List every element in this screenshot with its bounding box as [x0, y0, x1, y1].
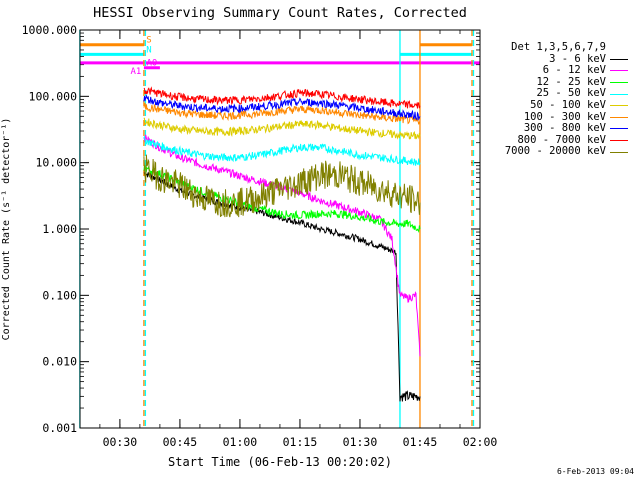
series-line-3 — [143, 136, 421, 166]
legend-swatch — [610, 105, 628, 107]
legend-label: 300 - 800 keV — [523, 122, 606, 135]
series-line-4 — [143, 117, 421, 140]
series-line-7 — [143, 86, 421, 109]
legend-swatch — [610, 82, 628, 84]
x-axis-label: Start Time (06-Feb-13 00:20:02) — [168, 455, 392, 469]
timestamp: 6-Feb-2013 09:04 — [556, 467, 634, 476]
x-tick-label: 01:00 — [223, 435, 258, 449]
legend-item: 800 - 7000 keV — [478, 133, 628, 147]
flag-label-s: S — [146, 36, 151, 46]
legend-label: 25 - 50 keV — [536, 87, 606, 100]
legend-item: 12 - 25 keV — [478, 75, 628, 89]
legend-item: 50 - 100 keV — [478, 98, 628, 112]
legend-item: 6 - 12 keV — [478, 65, 628, 77]
legend-label: 3 - 6 keV — [549, 52, 606, 65]
legend-item: 300 - 800 keV — [478, 123, 628, 135]
flag-label-a0: A0 — [146, 59, 157, 69]
legend-swatch — [610, 58, 628, 60]
flag-label-a1: A1 — [130, 67, 141, 77]
y-tick-label: 1000.000 — [22, 23, 77, 37]
legend-label: 12 - 25 keV — [536, 75, 606, 88]
legend-rows: 3 - 6 keV 6 - 12 keV 12 - 25 keV 25 - 50 ke… — [478, 52, 628, 158]
legend-label: 6 - 12 keV — [542, 64, 606, 77]
series-line-6 — [143, 94, 421, 121]
series-line-5 — [143, 102, 421, 125]
x-tick-label: 00:30 — [103, 435, 138, 449]
series-line-8 — [143, 154, 421, 218]
x-tick-label: 01:15 — [283, 435, 318, 449]
chart-title: HESSI Observing Summary Count Rates, Cor… — [93, 5, 467, 21]
legend-swatch — [610, 93, 628, 95]
y-tick-label: 0.001 — [42, 421, 77, 435]
y-tick-label: 10.000 — [35, 156, 77, 170]
y-tick-label: 100.000 — [29, 89, 78, 103]
legend-title: Det 1,3,5,6,7,9 — [511, 41, 606, 53]
x-tick-label: 02:00 — [463, 435, 498, 449]
legend-item: 3 - 6 keV — [478, 52, 628, 66]
series-line-0 — [143, 172, 421, 402]
x-tick-label: 01:30 — [343, 435, 378, 449]
legend-item: 25 - 50 keV — [478, 88, 628, 100]
legend-label: 800 - 7000 keV — [517, 133, 606, 146]
legend-label: 100 - 300 keV — [523, 110, 606, 123]
legend-swatch — [610, 140, 628, 142]
y-tick-label: 0.010 — [42, 355, 77, 369]
legend-item: 100 - 300 keV — [478, 110, 628, 124]
legend-label: 7000 - 20000 keV — [504, 145, 606, 158]
legend-swatch — [610, 128, 628, 130]
x-tick-label: 01:45 — [403, 435, 438, 449]
x-tick-label: 00:45 — [163, 435, 198, 449]
y-tick-label: 1.000 — [42, 222, 77, 236]
legend-item: 7000 - 20000 keV — [478, 146, 628, 158]
legend-label: 50 - 100 keV — [530, 98, 606, 111]
y-axis-label: Corrected Count Rate (s⁻¹ detector⁻¹) — [1, 118, 12, 341]
legend-swatch — [610, 116, 628, 118]
legend-swatch — [610, 70, 628, 72]
plot-frame — [79, 29, 481, 429]
y-tick-label: 0.100 — [42, 288, 77, 302]
legend: Det 1,3,5,6,7,9 3 - 6 keV 6 - 12 keV 12 - … — [478, 41, 628, 158]
legend-swatch — [610, 151, 628, 153]
flag-label-n: N — [146, 45, 151, 55]
